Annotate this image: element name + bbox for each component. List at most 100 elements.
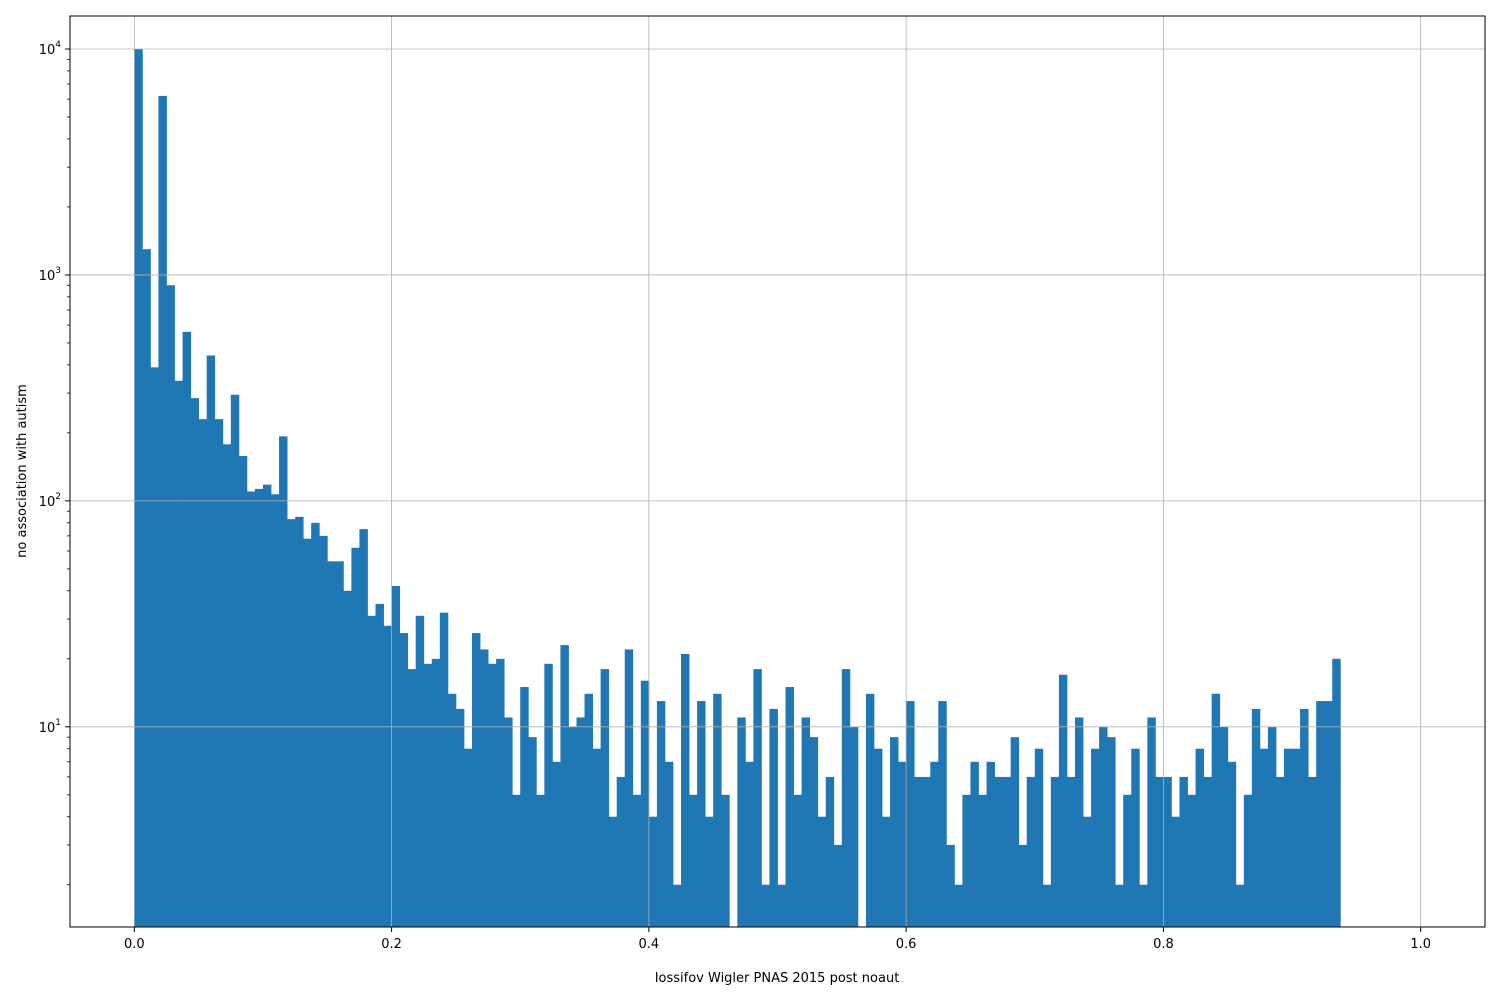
histogram-bar [1219, 726, 1229, 927]
histogram-bar [672, 884, 682, 927]
histogram-bar [359, 529, 368, 927]
histogram-bar [343, 590, 352, 927]
histogram-bar [616, 776, 626, 927]
histogram-bar [745, 761, 754, 927]
histogram-bar [624, 649, 634, 927]
histogram-bar [327, 561, 336, 927]
histogram-bar [1292, 748, 1301, 927]
histogram-bar [463, 748, 473, 927]
histogram-bar [1026, 776, 1036, 927]
histogram-bar [600, 669, 610, 927]
x-tick-label: 0.2 [381, 937, 402, 952]
histogram-bar [552, 761, 561, 927]
histogram-bar [689, 794, 698, 927]
histogram-bar [656, 701, 666, 927]
x-tick-label: 1.0 [1410, 937, 1431, 952]
histogram-bar [906, 701, 915, 927]
x-tick-label: 0.6 [896, 937, 917, 952]
histogram-bar [1179, 776, 1188, 927]
histogram-bar [1018, 844, 1028, 927]
histogram-bar [480, 649, 489, 927]
histogram-bar [761, 884, 770, 927]
histogram-bar [1316, 701, 1325, 927]
histogram-bar [319, 535, 328, 927]
histogram-bar [134, 49, 143, 927]
histogram-bar [713, 693, 722, 927]
histogram-bar [978, 794, 987, 927]
histogram-bar [150, 367, 159, 928]
histogram-bar [279, 436, 288, 927]
histogram-bar [1083, 816, 1092, 927]
histogram-bar [431, 658, 441, 927]
histogram-bar [375, 603, 384, 927]
histogram-bar [825, 776, 835, 927]
histogram-bar [938, 701, 947, 927]
histogram-bar [1147, 717, 1156, 927]
histogram-bar [777, 884, 786, 927]
histogram-bar [1107, 737, 1116, 927]
histogram-bar [568, 726, 577, 927]
histogram-bar [648, 816, 658, 927]
histogram-bar [1243, 794, 1253, 927]
histogram-bar [865, 693, 875, 927]
histogram-bar [1300, 708, 1309, 927]
x-tick-label: 0.8 [1153, 937, 1174, 952]
histogram-bar [560, 645, 569, 927]
histogram-bar [246, 491, 256, 927]
histogram-bar [1195, 748, 1205, 927]
histogram-bar [608, 816, 618, 927]
x-tick-label: 0.0 [124, 937, 145, 952]
x-axis-ticks: 0.0 0.2 0.4 0.6 0.8 1.0 [124, 927, 1431, 952]
histogram-bar [705, 816, 714, 927]
histogram-bar [833, 844, 843, 927]
histogram-bar [512, 794, 521, 927]
histogram-bar [592, 748, 602, 927]
histogram-bar [230, 394, 240, 928]
y-tick-label: 104 [39, 40, 62, 58]
histogram-bar [801, 717, 811, 927]
histogram-bar [962, 794, 971, 927]
histogram-bar [1259, 748, 1269, 927]
histogram-bar [351, 547, 360, 927]
histogram-bar [1131, 748, 1140, 927]
histogram-bar [721, 794, 730, 927]
histogram-bar [1267, 726, 1277, 927]
histogram-bar [1002, 776, 1012, 927]
histogram-bar [1010, 737, 1020, 927]
histogram-bar [1042, 884, 1052, 927]
histogram-bar [311, 522, 320, 927]
histogram-bar [455, 708, 465, 927]
histogram-bar [753, 669, 762, 927]
y-axis-ticks: 101 102 103 104 [39, 40, 70, 886]
histogram-bar [737, 717, 746, 927]
histogram-bar [174, 380, 183, 927]
histogram-bar [528, 737, 537, 927]
histogram-bar [1050, 776, 1060, 927]
histogram-bar [1235, 884, 1245, 927]
histogram-bar [1324, 701, 1333, 927]
histogram-bar [1099, 726, 1108, 927]
y-tick-label: 101 [39, 718, 61, 736]
histogram-bar [890, 737, 899, 927]
histogram-bar [1227, 761, 1237, 927]
histogram-bar [415, 615, 425, 927]
histogram-bar [1308, 776, 1317, 927]
histogram-bar [1163, 776, 1172, 927]
histogram-bar [986, 761, 995, 927]
histogram-bar [335, 561, 344, 927]
histogram-bar [391, 586, 401, 927]
histogram-bar [922, 776, 931, 927]
histogram-bar [954, 884, 963, 927]
histogram-bar [1123, 794, 1132, 927]
histogram-bar [303, 538, 312, 927]
histogram-bar [849, 726, 859, 927]
histogram-bar [254, 488, 264, 927]
histogram-bar [488, 663, 497, 927]
y-tick-label: 103 [39, 266, 61, 284]
histogram-bars [134, 49, 1341, 928]
histogram-bar [1139, 884, 1148, 927]
histogram-bar [769, 708, 778, 927]
histogram-bar [504, 717, 513, 927]
histogram-bar [1034, 748, 1044, 927]
